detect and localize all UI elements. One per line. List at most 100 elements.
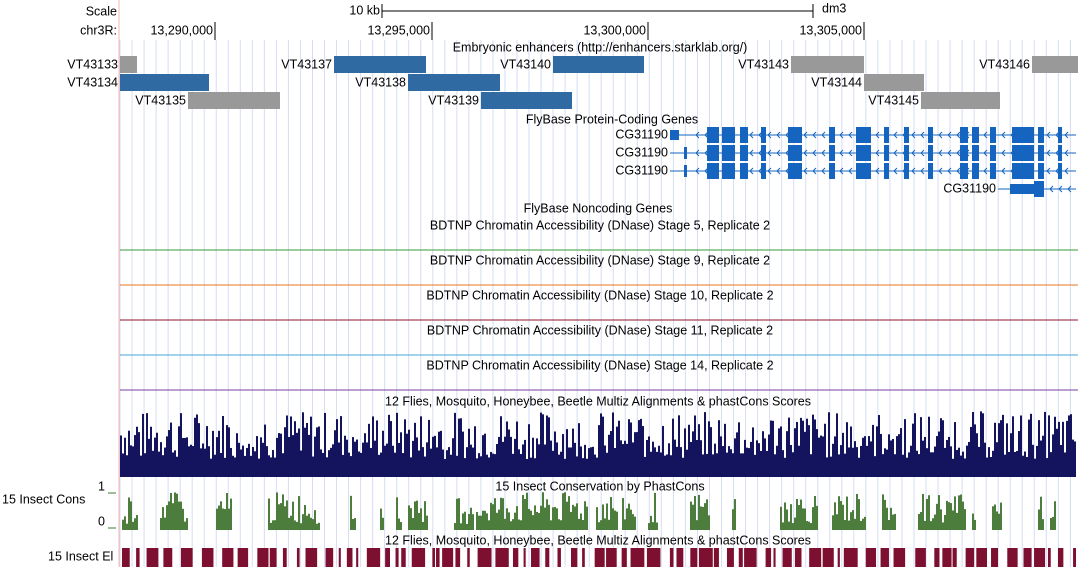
phastcons-bar bbox=[528, 508, 530, 530]
element-block bbox=[669, 548, 674, 567]
multiz-bar bbox=[602, 416, 604, 477]
multiz-bar bbox=[632, 442, 634, 477]
exon bbox=[740, 145, 748, 161]
phastcons-bar bbox=[606, 503, 608, 530]
phastcons-bar bbox=[836, 514, 838, 530]
element-block bbox=[726, 548, 734, 567]
multiz-bar bbox=[542, 414, 544, 477]
multiz-bar bbox=[826, 457, 828, 477]
phastcons-bar bbox=[180, 501, 182, 530]
multiz-bar bbox=[944, 447, 946, 477]
multiz-bar bbox=[890, 440, 892, 477]
phastcons-bar bbox=[176, 493, 178, 530]
multiz-bar bbox=[676, 446, 678, 477]
phastcons-bar bbox=[612, 508, 614, 530]
multiz-bar bbox=[404, 419, 406, 477]
multiz-bar bbox=[908, 452, 910, 477]
enhancer-box bbox=[120, 56, 137, 73]
multiz-bar bbox=[600, 413, 602, 477]
phastcons-bar bbox=[804, 508, 806, 530]
multiz-bar bbox=[188, 446, 190, 477]
element-block bbox=[122, 548, 130, 567]
phastcons-bar bbox=[544, 507, 546, 530]
multiz-bar bbox=[730, 449, 732, 477]
phastcons-bar bbox=[798, 504, 800, 530]
multiz-bar bbox=[488, 457, 490, 477]
multiz-bar bbox=[478, 453, 480, 477]
multiz-bar bbox=[664, 455, 666, 477]
multiz-bar bbox=[1030, 413, 1032, 477]
multiz-bar bbox=[620, 440, 622, 477]
strand-arrow bbox=[983, 131, 988, 139]
chrom-label: chr3R: bbox=[80, 23, 117, 37]
phastcons-bar bbox=[922, 493, 924, 530]
multiz-bar bbox=[1006, 423, 1008, 477]
strand-arrow bbox=[848, 167, 853, 175]
multiz-bar bbox=[630, 422, 632, 477]
multiz-bar bbox=[728, 446, 730, 477]
exon bbox=[928, 163, 933, 179]
multiz-bar bbox=[420, 416, 422, 477]
multiz-bar bbox=[350, 456, 352, 477]
strand-arrow bbox=[875, 149, 880, 157]
phastcons-bar bbox=[414, 501, 416, 530]
multiz-bar bbox=[596, 457, 598, 477]
exon bbox=[1038, 163, 1044, 179]
multiz-bar bbox=[382, 430, 384, 477]
exon bbox=[972, 163, 979, 179]
phastcons-bar bbox=[708, 515, 710, 530]
element-block bbox=[676, 548, 684, 567]
multiz-bar bbox=[624, 440, 626, 477]
exon bbox=[707, 145, 719, 161]
track-title: FlyBase Protein-Coding Genes bbox=[526, 112, 698, 126]
phastcons-bar bbox=[408, 505, 410, 530]
multiz-bar bbox=[198, 423, 200, 477]
element-block bbox=[467, 548, 470, 567]
multiz-bar bbox=[764, 438, 766, 477]
multiz-bar bbox=[368, 423, 370, 477]
phastcons-bar bbox=[532, 515, 534, 530]
multiz-bar bbox=[440, 430, 442, 477]
phastcons-bar bbox=[934, 514, 936, 530]
element-block bbox=[269, 548, 277, 567]
multiz-bar bbox=[984, 442, 986, 477]
phastcons-bar bbox=[890, 507, 892, 530]
multiz-bar bbox=[182, 437, 184, 477]
multiz-bar bbox=[830, 456, 832, 477]
enhancer-label: VT43133 bbox=[67, 57, 118, 71]
multiz-bar bbox=[918, 454, 920, 477]
multiz-bar bbox=[270, 457, 272, 477]
strand-arrow bbox=[1064, 131, 1069, 139]
exon bbox=[829, 145, 835, 161]
multiz-bar bbox=[384, 445, 386, 477]
multiz-bar bbox=[428, 419, 430, 477]
multiz-bar bbox=[586, 458, 588, 477]
multiz-bar bbox=[388, 414, 390, 477]
multiz-bar bbox=[498, 436, 500, 477]
multiz-bar bbox=[1062, 421, 1064, 477]
phastcons-bar bbox=[558, 519, 560, 530]
exon bbox=[960, 127, 968, 143]
phastcons-bar bbox=[174, 492, 176, 530]
phastcons-bar bbox=[954, 496, 956, 530]
strand-arrow bbox=[803, 167, 808, 175]
multiz-bar bbox=[844, 453, 846, 477]
multiz-bar bbox=[232, 455, 234, 477]
enhancer-box bbox=[120, 74, 209, 91]
multiz-bar bbox=[1014, 452, 1016, 477]
element-block bbox=[201, 548, 214, 567]
strand-arrow bbox=[893, 167, 898, 175]
phastcons-bar bbox=[400, 522, 402, 530]
track-title: BDTNP Chromatin Accessibility (DNase) St… bbox=[430, 218, 770, 232]
multiz-bar bbox=[536, 438, 538, 477]
element-block bbox=[646, 548, 661, 567]
exon bbox=[670, 130, 679, 140]
multiz-bar bbox=[164, 447, 166, 477]
multiz-bar bbox=[910, 445, 912, 477]
phastcons-bar bbox=[580, 513, 582, 530]
multiz-bar bbox=[1034, 458, 1036, 477]
multiz-bar bbox=[344, 435, 346, 477]
multiz-bar bbox=[956, 449, 958, 477]
multiz-bar bbox=[176, 456, 178, 477]
multiz-bar bbox=[464, 458, 466, 477]
